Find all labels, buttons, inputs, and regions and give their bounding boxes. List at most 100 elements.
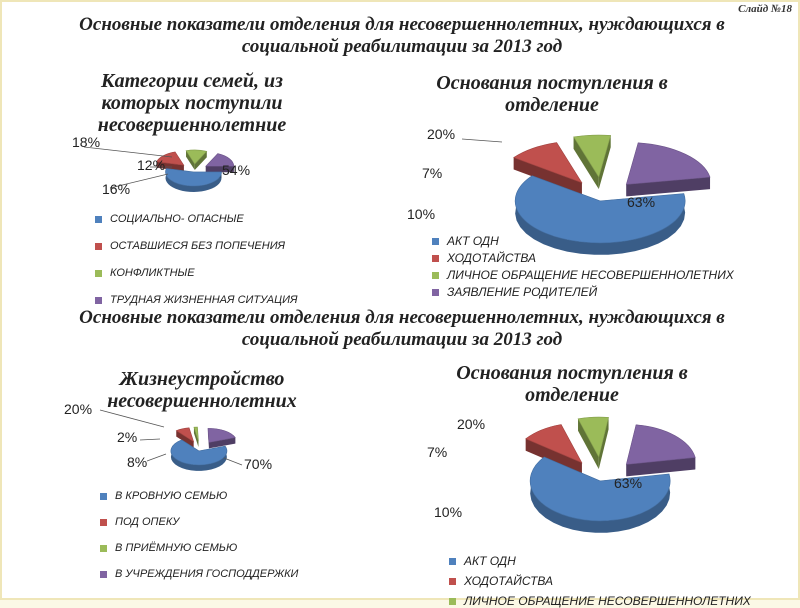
pie-data-label: 54%: [222, 162, 250, 178]
pie-slice: [514, 175, 686, 244]
legend-item: АКТ ОДН: [432, 234, 499, 248]
legend-item: СОЦИАЛЬНО- ОПАСНЫЕ: [95, 213, 244, 225]
pie-slice: [577, 416, 609, 458]
pie-data-label: 8%: [127, 454, 147, 470]
pie-slice-side: [165, 168, 222, 192]
pie-chart-1: 54% 16% 12% 18%: [72, 134, 250, 197]
pie-slice-wall: [186, 150, 195, 171]
legend-swatch: [95, 269, 102, 277]
pie-slice: [529, 456, 671, 522]
pie-chart-4: 63% 10% 7% 20%: [427, 416, 696, 533]
pie-chart-2: 63% 10% 7% 20%: [407, 126, 711, 255]
legend-swatch: [95, 242, 102, 250]
pie-slice-wall: [513, 157, 582, 195]
pie-chart-3: 70% 8% 2% 20%: [64, 401, 272, 472]
legend-label: КОНФЛИКТНЫЕ: [110, 267, 195, 279]
pie-data-label: 20%: [457, 416, 485, 432]
legend-item: ОСТАВШИЕСЯ БЕЗ ПОПЕЧЕНИЯ: [95, 240, 285, 252]
pie-slice: [165, 168, 222, 187]
legend-label: ЛИЧНОЕ ОБРАЩЕНИЕ НЕСОВЕРШЕННОЛЕТНИХ: [464, 594, 751, 608]
pie-slice-wall: [573, 136, 599, 190]
chart2-title: Основания поступления в отделение: [436, 72, 668, 116]
leader-line: [461, 138, 503, 143]
legend-label: В УЧРЕЖДЕНИЯ ГОСПОДДЕРЖКИ: [115, 568, 299, 580]
pie-data-label: 20%: [64, 401, 92, 417]
legend-label: В КРОВНУЮ СЕМЬЮ: [115, 490, 228, 502]
legend-swatch: [432, 254, 439, 262]
legend-label: ХОДОТАЙСТВА: [447, 251, 537, 265]
pie-data-label: 7%: [422, 165, 442, 181]
pie-data-label: 63%: [627, 194, 655, 210]
chart4-title: Основания поступления в отделение: [456, 362, 688, 406]
legend-item: ЛИЧНОЕ ОБРАЩЕНИЕ НЕСОВЕРШЕННОЛЕТНИХ: [449, 594, 751, 608]
leader-line: [146, 453, 167, 462]
pie-slice: [193, 426, 199, 442]
pie-slice: [513, 142, 583, 184]
legend-item: ХОДОТАЙСТВА: [449, 574, 553, 588]
legend-swatch: [100, 544, 107, 552]
pie-data-label: 2%: [117, 429, 137, 445]
legend-item: ЗАЯВЛЕНИЕ РОДИТЕЛЕЙ: [432, 285, 597, 299]
leader-line: [109, 173, 169, 189]
legend-swatch: [432, 271, 439, 279]
legend-swatch: [449, 557, 456, 565]
legend-label: ТРУДНАЯ ЖИЗНЕННАЯ СИТУАЦИЯ: [110, 294, 298, 306]
legend-swatch: [432, 237, 439, 245]
pie-slice: [625, 424, 696, 465]
pie-data-label: 10%: [407, 206, 435, 222]
pie-data-label: 70%: [244, 456, 272, 472]
pie-slice-wall: [626, 457, 696, 477]
legend-label: ПОД ОПЕКУ: [115, 516, 180, 528]
pie-slice-wall: [598, 135, 611, 190]
legend-item: ХОДОТАЙСТВА: [432, 251, 536, 265]
legend-label: ХОДОТАЙСТВА: [464, 574, 554, 588]
legend-item: АКТ ОДН: [449, 554, 516, 568]
pie-slice: [185, 149, 208, 165]
pie-data-label: 16%: [102, 181, 130, 197]
leader-line: [139, 438, 161, 441]
pie-slice-wall: [626, 177, 711, 197]
chart1-title: Категории семей, из которых поступили не…: [97, 70, 287, 136]
legend-swatch: [100, 492, 107, 500]
pie-data-label: 10%: [434, 504, 462, 520]
legend-item: ПОД ОПЕКУ: [100, 516, 179, 528]
slide-number: Слайд №18: [738, 3, 792, 15]
legend-item: ЛИЧНОЕ ОБРАЩЕНИЕ НЕСОВЕРШЕННОЛЕТНИХ: [432, 268, 734, 282]
pie-slice-wall: [578, 418, 599, 470]
legend-swatch: [449, 577, 456, 585]
chart3-title: Жизнеустройство несовершеннолетних: [107, 368, 297, 412]
pie-slice-wall: [208, 437, 236, 449]
leader-line: [99, 409, 165, 428]
legend-label: СОЦИАЛЬНО- ОПАСНЫЕ: [110, 213, 244, 225]
legend-swatch: [100, 570, 107, 578]
legend-item: КОНФЛИКТНЫЕ: [95, 267, 195, 279]
pie-slice-wall: [176, 430, 194, 448]
pie-data-label: 7%: [427, 444, 447, 460]
leader-line: [83, 146, 173, 158]
pie-slice: [205, 153, 235, 167]
legend-swatch: [95, 215, 102, 223]
pie-slice-wall: [194, 151, 207, 171]
pie-slice-wall: [598, 417, 609, 470]
main-title-top: Основные показатели отделения для несове…: [79, 14, 725, 57]
pie-slice: [170, 439, 228, 466]
legend-item: В КРОВНУЮ СЕМЬЮ: [100, 490, 227, 502]
pie-slice-wall: [525, 438, 582, 475]
pie-slice: [525, 424, 583, 464]
legend-item: ТРУДНАЯ ЖИЗНЕННАЯ СИТУАЦИЯ: [95, 294, 297, 306]
pie-slice: [207, 428, 236, 443]
legend-item: В УЧРЕЖДЕНИЯ ГОСПОДДЕРЖКИ: [100, 568, 298, 580]
pie-data-label: 12%: [137, 157, 165, 173]
pie-data-label: 18%: [72, 134, 100, 150]
legend-label: В ПРИЁМНУЮ СЕМЬЮ: [115, 542, 238, 554]
pie-slice: [175, 427, 195, 443]
pie-slice-wall: [193, 427, 199, 448]
legend-swatch: [449, 597, 456, 605]
pie-data-label: 20%: [427, 126, 455, 142]
legend-label: АКТ ОДН: [447, 234, 499, 248]
pie-data-label: 63%: [614, 475, 642, 491]
pie-slice-wall: [156, 161, 184, 172]
legend-label: АКТ ОДН: [464, 554, 516, 568]
main-title-bottom: Основные показатели отделения для несове…: [79, 307, 725, 350]
